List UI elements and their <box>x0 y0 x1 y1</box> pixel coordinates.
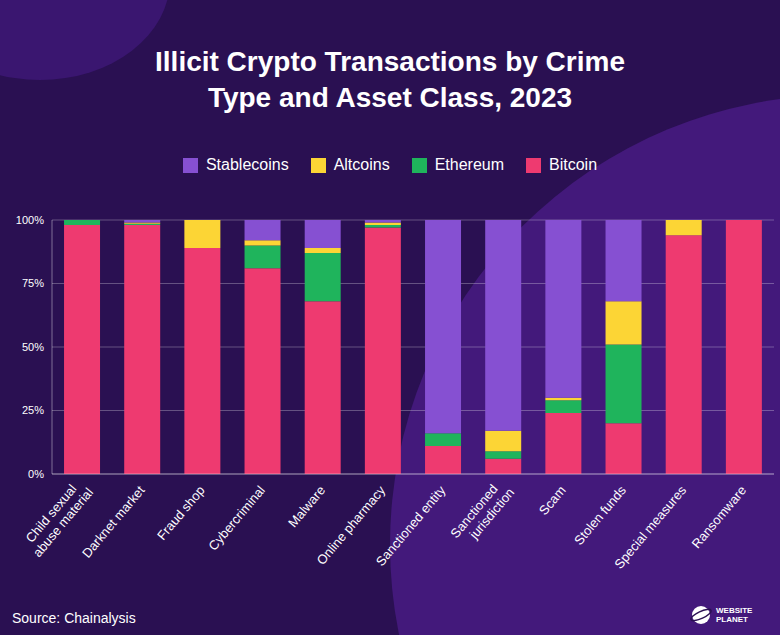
svg-text:Sanctioned entity: Sanctioned entity <box>373 482 449 568</box>
svg-text:Ransomware: Ransomware <box>689 483 750 551</box>
svg-text:Malware: Malware <box>285 483 328 530</box>
html-text:Ethereum: Ethereum <box>434 156 504 173</box>
html-text:Type and Asset Class, 2023: Type and Asset Class, 2023 <box>207 82 573 113</box>
html-text:abuse material: abuse material <box>29 484 97 560</box>
svg-text:Cybercriminal: Cybercriminal <box>205 483 268 554</box>
svg-text:0%: 0% <box>28 468 44 480</box>
html-text:Illicit Crypto Transactions by: Illicit Crypto Transactions by Crime <box>155 46 625 77</box>
html-text:Bitcoin: Bitcoin <box>549 156 598 173</box>
svg-text:Fraud shop: Fraud shop <box>154 483 208 543</box>
svg-text:75%: 75% <box>22 277 44 289</box>
svg-text:25%: 25% <box>22 404 44 416</box>
html-text:Stablecoins: Stablecoins <box>205 156 289 173</box>
svg-text:Darknet market: Darknet market <box>79 483 148 561</box>
svg-text:Stolen funds: Stolen funds <box>571 482 629 547</box>
svg-text:Online pharmacy: Online pharmacy <box>313 482 389 568</box>
svg-text:Scam: Scam <box>536 483 569 518</box>
html-text:Altcoins: Altcoins <box>333 156 390 173</box>
html-text:WEBSITE PLANET: WEBSITE PLANET <box>716 606 753 624</box>
svg-text:Sanctionedjurisdiction: Sanctionedjurisdiction <box>447 475 517 550</box>
svg-text:100%: 100% <box>16 214 44 226</box>
svg-text:Special measures: Special measures <box>611 482 689 571</box>
svg-text:50%: 50% <box>22 341 44 353</box>
html-text:Child sexual: Child sexual <box>22 481 80 546</box>
html-text:Source: Chainalysis: Source: Chainalysis <box>12 610 136 626</box>
